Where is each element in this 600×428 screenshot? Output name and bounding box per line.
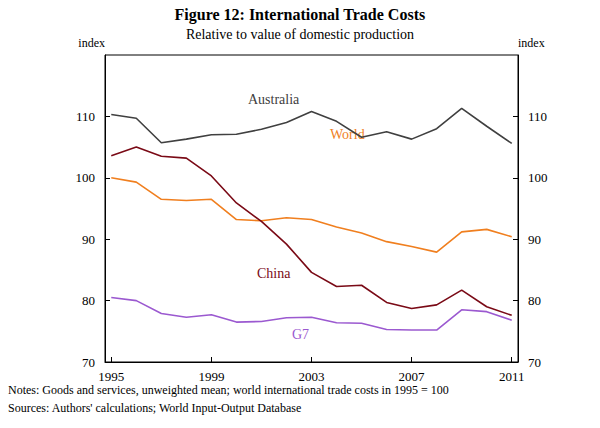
svg-text:100: 100 bbox=[528, 170, 548, 185]
svg-text:index: index bbox=[78, 36, 105, 50]
svg-text:China: China bbox=[257, 266, 291, 281]
svg-text:G7: G7 bbox=[292, 327, 309, 342]
svg-text:Sources: Authors' calculations: Sources: Authors' calculations; World In… bbox=[8, 401, 301, 415]
svg-text:Figure 12: International Trade: Figure 12: International Trade Costs bbox=[175, 6, 426, 24]
svg-text:110: 110 bbox=[76, 109, 95, 124]
svg-text:90: 90 bbox=[82, 232, 95, 247]
svg-text:World: World bbox=[330, 126, 365, 142]
svg-text:2003: 2003 bbox=[299, 369, 325, 384]
svg-text:70: 70 bbox=[528, 355, 541, 370]
svg-text:index: index bbox=[518, 36, 545, 50]
svg-text:Australia: Australia bbox=[248, 92, 300, 107]
svg-text:110: 110 bbox=[528, 109, 547, 124]
svg-text:90: 90 bbox=[528, 232, 541, 247]
svg-text:1995: 1995 bbox=[98, 369, 124, 384]
svg-text:2011: 2011 bbox=[499, 369, 525, 384]
svg-text:70: 70 bbox=[82, 355, 95, 370]
svg-text:Notes: Goods and services, unw: Notes: Goods and services, unweighted me… bbox=[8, 383, 449, 397]
svg-text:80: 80 bbox=[528, 293, 541, 308]
svg-text:80: 80 bbox=[82, 293, 95, 308]
svg-text:1999: 1999 bbox=[198, 369, 224, 384]
svg-text:Relative to value of domestic: Relative to value of domestic production bbox=[186, 27, 414, 42]
svg-text:2007: 2007 bbox=[399, 369, 426, 384]
svg-text:100: 100 bbox=[76, 170, 96, 185]
